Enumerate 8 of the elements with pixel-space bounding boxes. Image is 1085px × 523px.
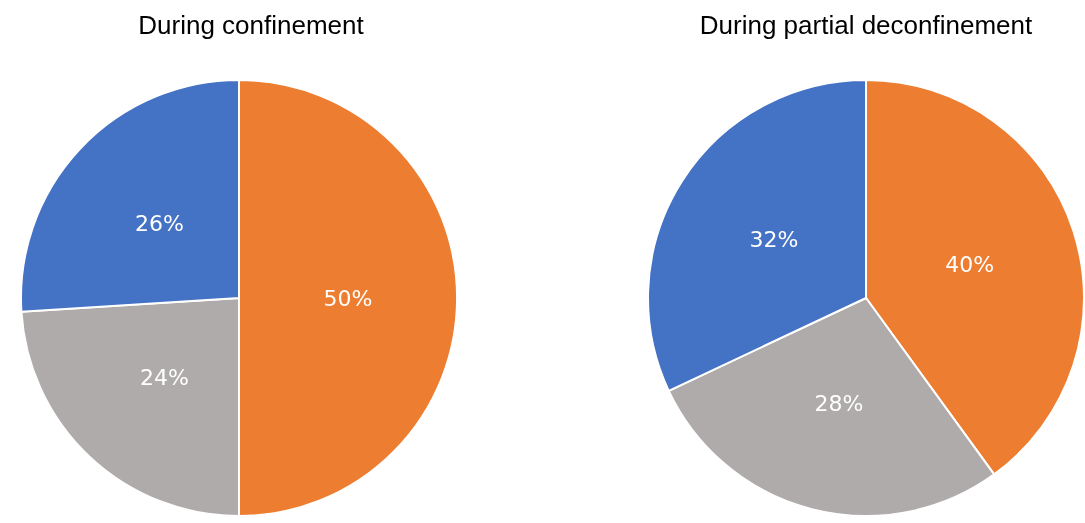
chart-title: During confinement <box>138 10 365 40</box>
data-label: 28% <box>814 391 864 417</box>
data-label: 32% <box>749 227 799 253</box>
data-label: 26% <box>135 210 184 236</box>
chart-title: During partial deconfinement <box>699 10 1033 40</box>
data-label: 50% <box>323 285 373 311</box>
data-label: 24% <box>139 364 189 390</box>
data-label: 40% <box>945 251 995 277</box>
